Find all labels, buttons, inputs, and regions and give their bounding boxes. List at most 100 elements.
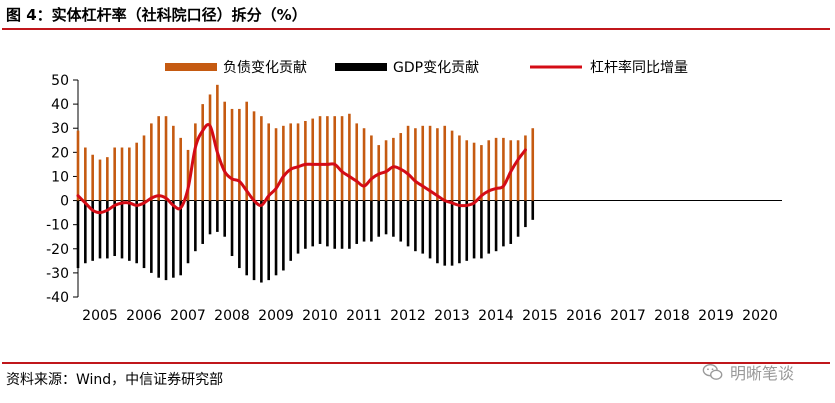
debt-bar [267, 123, 271, 201]
debt-bar [194, 123, 197, 201]
x-axis: 2005 2006 2007 2008 2009 2010 2011 2012 2013 2014… [78, 200, 782, 324]
gdp-bar [252, 200, 256, 281]
gdp-bar [84, 200, 87, 264]
x-tick-label: 2009 [258, 308, 294, 324]
gdp-bar [194, 200, 197, 252]
y-tick-label: 10 [51, 169, 69, 185]
gdp-bar [164, 200, 168, 281]
debt-bar [91, 154, 94, 201]
debt-bar [135, 142, 138, 201]
gdp-bar [230, 200, 234, 257]
gdp-bar [238, 200, 241, 269]
gdp-bar [502, 200, 505, 247]
gdp-bar [414, 200, 417, 252]
y-tick-label: -20 [46, 242, 69, 258]
gdp-bar [260, 200, 263, 283]
gdp-bar [340, 200, 344, 249]
debt-bar [223, 101, 226, 201]
gdp-bar [348, 200, 351, 249]
gdp-bar [384, 200, 388, 235]
y-tick-label: 40 [51, 97, 69, 113]
x-tick-label: 2019 [698, 308, 734, 324]
debt-bar [113, 147, 116, 201]
debt-bar [480, 145, 483, 201]
gdp-bar [524, 200, 527, 228]
debt-bar [164, 116, 168, 201]
debt-bar [238, 108, 241, 201]
gdp-bar [487, 200, 491, 254]
leverage-line [76, 123, 527, 215]
gdp-bar [245, 200, 249, 276]
gdp-bar [296, 200, 300, 254]
debt-bar [472, 142, 476, 201]
x-tick-label: 2015 [522, 308, 558, 324]
gdp-bar [208, 200, 212, 235]
gdp-bar [509, 200, 513, 244]
debt-bar [172, 125, 175, 201]
chart-area: 负债变化贡献 GDP变化贡献 杠杆率同比增量 -40 -30 -20 -10 0 10 20… [46, 59, 782, 324]
debt-bar [186, 149, 190, 201]
debt-bar [355, 123, 359, 201]
debt-bar [289, 123, 293, 201]
gdp-bar [436, 200, 439, 264]
legend-swatch-debt [165, 63, 217, 71]
x-tick-label: 2006 [126, 308, 162, 324]
y-tick-label: 50 [51, 73, 69, 89]
gdp-bar [311, 200, 315, 247]
debt-bar [318, 116, 322, 201]
gdp-bar [406, 200, 410, 247]
debt-bar [370, 135, 373, 201]
debt-bar [201, 104, 204, 201]
debt-bar [524, 135, 527, 201]
debt-bar [128, 147, 131, 201]
gdp-bar [172, 200, 175, 278]
gdp-bar [91, 200, 94, 261]
debt-bar [502, 137, 505, 201]
watermark: 明晰笔谈 [702, 360, 794, 384]
gdp-bar [76, 200, 80, 269]
debt-bar [260, 116, 263, 201]
debt-bar [450, 130, 454, 201]
gdp-bar [157, 200, 160, 278]
gdp-bar [318, 200, 322, 244]
debt-bar [443, 125, 447, 201]
x-tick-label: 2008 [214, 308, 250, 324]
y-tick-label: -40 [46, 290, 69, 306]
debt-bar [487, 140, 491, 201]
legend-label-debt: 负债变化贡献 [223, 60, 307, 76]
top-rule [2, 28, 830, 30]
legend-label-gdp: GDP变化贡献 [393, 60, 479, 76]
x-tick-label: 2016 [566, 308, 602, 324]
x-tick-label: 2010 [302, 308, 338, 324]
y-tick-label: 20 [51, 145, 69, 161]
debt-bars [76, 84, 535, 201]
debt-bar [282, 125, 285, 201]
debt-bar [120, 147, 124, 201]
gdp-bar [179, 200, 182, 276]
source-note: 资料来源：Wind，中信证券研究部 [6, 372, 224, 388]
gdp-bar [480, 200, 483, 259]
debt-bar [414, 128, 417, 201]
x-tick-label: 2020 [742, 308, 778, 324]
debt-bar [245, 101, 249, 201]
gdp-bar [458, 200, 461, 264]
gdp-bar [282, 200, 285, 271]
debt-bar [436, 128, 439, 201]
gdp-bar [370, 200, 373, 242]
gdp-bar [128, 200, 131, 261]
y-tick-label: 30 [51, 121, 69, 137]
gdp-bar [304, 200, 307, 249]
gdp-bar [428, 200, 432, 259]
debt-bar [76, 130, 80, 201]
gdp-bar [399, 200, 403, 242]
x-tick-label: 2007 [170, 308, 206, 324]
debt-bar [428, 125, 432, 201]
x-tick-label: 2014 [478, 308, 514, 324]
bottom-rule [2, 362, 830, 364]
gdp-bar [98, 200, 102, 259]
y-axis: -40 -30 -20 -10 0 10 20 30 40 50 [46, 73, 79, 306]
debt-bar [326, 116, 329, 201]
x-tick-label: 2011 [346, 308, 382, 324]
leverage-line-layer [76, 123, 527, 215]
x-tick-label: 2012 [390, 308, 426, 324]
